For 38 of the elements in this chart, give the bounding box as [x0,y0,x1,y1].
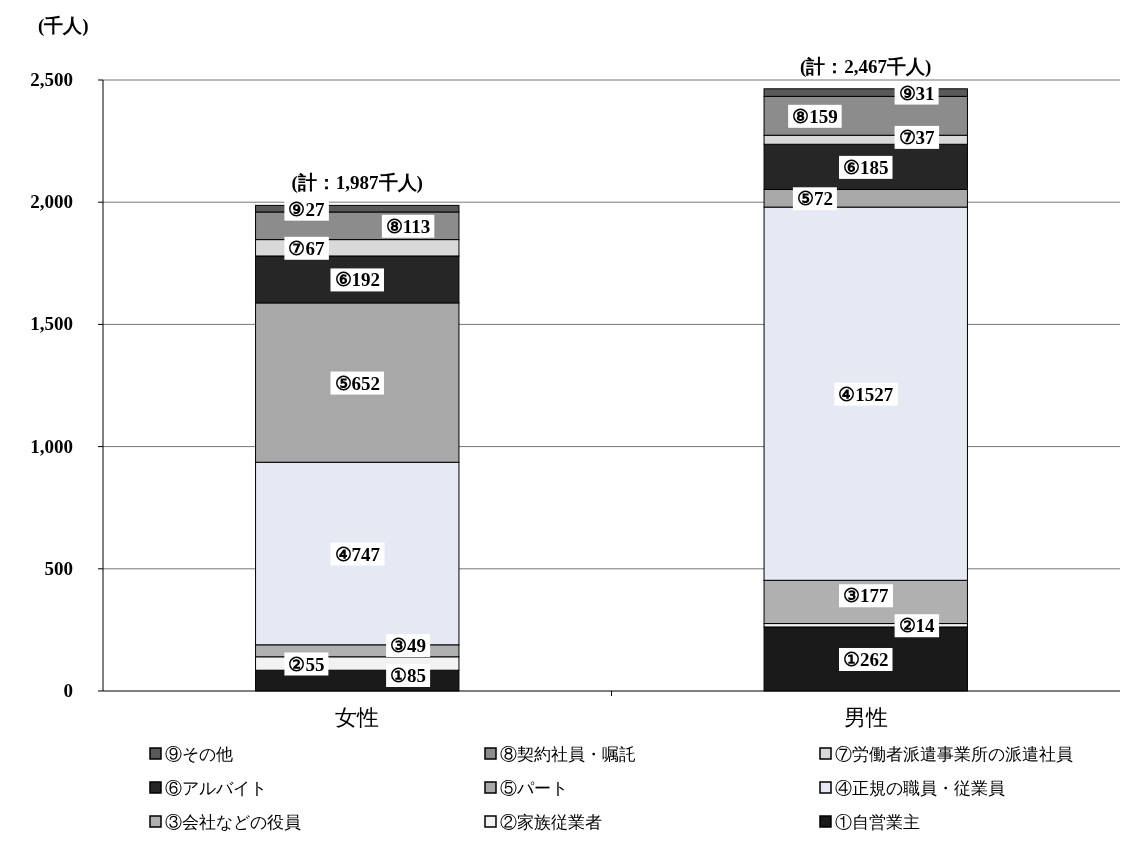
y-tick-label: 1,000 [30,435,73,457]
data-label: ⑥192 [334,269,380,291]
legend-label: ①自営業主 [835,813,920,832]
data-label: ②55 [288,653,325,675]
data-label: ③49 [390,635,427,656]
y-tick-label: 500 [44,557,73,579]
x-tick-label: 女性 [335,705,380,730]
data-label: ②14 [898,615,936,637]
total-label: (計：2,467千人) [800,55,932,78]
data-label: ⑧159 [792,105,838,127]
data-label: ①262 [843,648,889,670]
y-axis-title: (千人) [38,15,89,37]
data-label: ⑦67 [288,237,325,259]
y-tick-label: 1,500 [30,313,73,335]
y-tick-label: 2,500 [30,69,73,90]
legend-label: ②家族従業者 [500,813,602,832]
data-label: ①85 [390,665,427,686]
legend-label: ③会社などの役員 [165,813,301,832]
data-label: ⑤72 [796,188,833,210]
legend-label: ⑧契約社員・嘱託 [500,745,636,764]
data-label: ⑨27 [288,198,325,220]
legend-label: ⑤パート [500,779,568,798]
total-label: (計：1,987千人) [291,171,423,194]
legend-label: ⑥アルバイト [165,779,267,798]
data-label: ⑧113 [385,215,431,237]
data-label: ④1527 [838,383,894,405]
y-tick-label: 0 [63,680,73,701]
data-label: ⑦37 [898,126,936,148]
data-label: ⑨31 [898,82,935,104]
legend-label: ⑦労働者派遣事業所の派遣社員 [835,745,1073,764]
data-label: ③177 [843,585,889,607]
x-tick-label: 男性 [843,705,888,730]
legend-label: ④正規の職員・従業員 [835,779,1005,798]
data-label: ④747 [334,543,381,565]
data-label: ⑥185 [843,156,889,178]
legend-label: ⑨その他 [165,745,233,764]
y-tick-label: 2,000 [30,191,73,213]
data-label: ⑤652 [334,372,380,394]
